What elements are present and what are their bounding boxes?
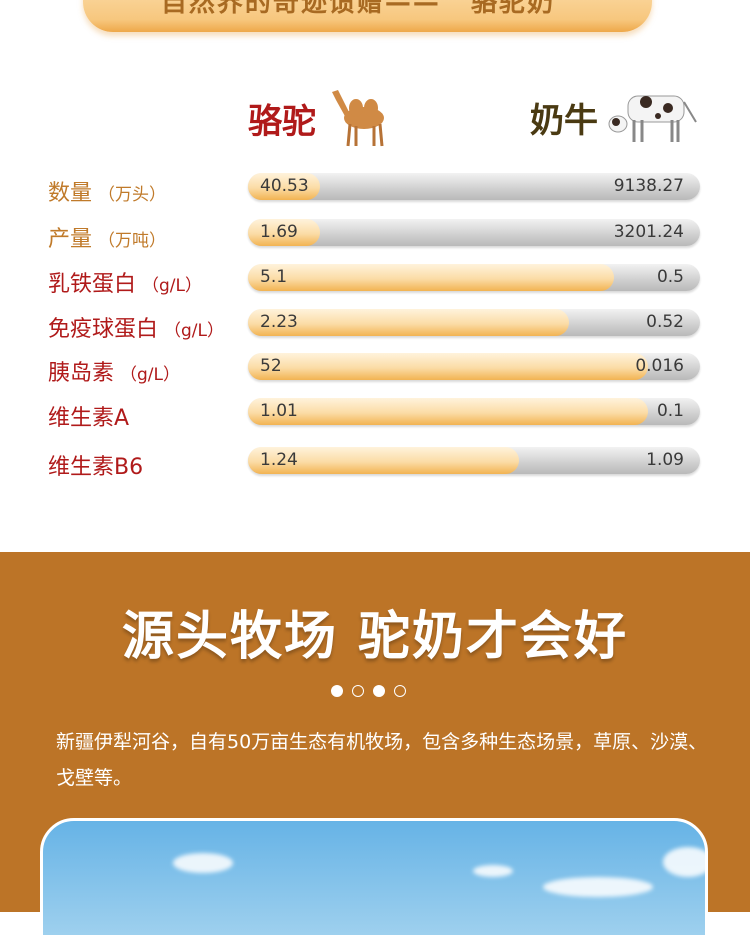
cow-label: 奶牛 bbox=[530, 100, 598, 141]
camel-value: 2.23 bbox=[260, 312, 298, 332]
comparison-row: 产量 （万吨） 1.69 3201.24 bbox=[0, 219, 750, 252]
row-unit: （g/L） bbox=[164, 321, 225, 341]
row-label-text: 维生素B6 bbox=[48, 455, 144, 480]
camel-icon bbox=[332, 90, 384, 147]
comparison-bar: 1.69 3201.24 bbox=[248, 219, 700, 246]
comparison-row: 免疫球蛋白 （g/L） 2.23 0.52 bbox=[0, 309, 750, 342]
pager-dot bbox=[331, 685, 343, 697]
comparison-bar: 5.1 0.5 bbox=[248, 264, 700, 291]
section-title: 自然界的奇迹馈赠—— “骆驼奶” bbox=[160, 0, 575, 18]
camel-header: 骆驼 bbox=[248, 88, 394, 148]
row-label-text: 产量 bbox=[48, 227, 93, 252]
camel-value: 5.1 bbox=[260, 267, 288, 287]
row-label-text: 免疫球蛋白 bbox=[48, 317, 159, 342]
row-label: 产量 （万吨） bbox=[48, 221, 166, 253]
row-label-text: 胰岛素 bbox=[48, 361, 115, 386]
row-unit: （万吨） bbox=[98, 231, 167, 251]
pager-dot bbox=[394, 685, 406, 697]
comparison-row: 维生素A 1.01 0.1 bbox=[0, 398, 750, 431]
comparison-row: 维生素B6 1.24 1.09 bbox=[0, 447, 750, 480]
camel-fill bbox=[248, 219, 321, 246]
camel-fill bbox=[248, 447, 520, 474]
cow-value: 0.5 bbox=[656, 267, 684, 287]
comparison-bar: 1.01 0.1 bbox=[248, 398, 700, 425]
pager-dot bbox=[373, 685, 385, 697]
ranch-description: 新疆伊犁河谷，自有50万亩生态有机牧场，包含多种生态场景，草原、沙漠、戈壁等。 bbox=[56, 731, 708, 789]
camel-value: 40.53 bbox=[260, 176, 309, 196]
camel-label: 骆驼 bbox=[248, 101, 316, 142]
ranch-title: 源头牧场 驼奶才会好 bbox=[121, 607, 629, 667]
row-unit: （g/L） bbox=[120, 365, 181, 385]
row-label-text: 乳铁蛋白 bbox=[48, 272, 137, 297]
row-label: 维生素A bbox=[48, 400, 135, 432]
ranch-section: 源头牧场 驼奶才会好 新疆伊犁河谷，自有50万亩生态有机牧场，包含多种生态场景，… bbox=[0, 552, 750, 938]
comparison-row: 乳铁蛋白 （g/L） 5.1 0.5 bbox=[0, 264, 750, 297]
camel-value: 1.24 bbox=[260, 450, 298, 470]
pager-dots bbox=[331, 685, 406, 697]
camel-fill bbox=[248, 264, 615, 291]
row-label: 免疫球蛋白 （g/L） bbox=[48, 311, 224, 343]
cow-icon bbox=[608, 95, 697, 142]
camel-value: 52 bbox=[260, 356, 282, 376]
row-label: 维生素B6 bbox=[48, 449, 149, 481]
comparison-bar: 1.24 1.09 bbox=[248, 447, 700, 474]
comparison-bar: 52 0.016 bbox=[248, 353, 700, 380]
comparison-bar: 40.53 9138.27 bbox=[248, 173, 700, 200]
cow-value: 0.52 bbox=[646, 312, 684, 332]
comparison-row: 胰岛素 （g/L） 52 0.016 bbox=[0, 353, 750, 386]
row-label-text: 数量 bbox=[48, 181, 93, 206]
camel-fill bbox=[248, 309, 569, 336]
row-label-text: 维生素A bbox=[48, 406, 130, 431]
pager-dot bbox=[352, 685, 364, 697]
row-label: 乳铁蛋白 （g/L） bbox=[48, 266, 202, 298]
camel-fill bbox=[248, 173, 321, 200]
comparison-bar: 2.23 0.52 bbox=[248, 309, 700, 336]
cow-value: 0.016 bbox=[635, 356, 684, 376]
cow-header: 奶牛 bbox=[530, 88, 702, 146]
row-unit: （g/L） bbox=[142, 276, 203, 296]
cow-value: 0.1 bbox=[656, 401, 684, 421]
camel-fill bbox=[248, 398, 649, 425]
camel-fill bbox=[248, 353, 649, 380]
row-label: 胰岛素 （g/L） bbox=[48, 355, 180, 387]
cow-value: 9138.27 bbox=[613, 176, 684, 196]
camel-value: 1.69 bbox=[260, 222, 298, 242]
cow-value: 1.09 bbox=[646, 450, 684, 470]
row-label: 数量 （万头） bbox=[48, 175, 166, 207]
comparison-row: 数量 （万头） 40.53 9138.27 bbox=[0, 173, 750, 206]
row-unit: （万头） bbox=[98, 185, 167, 205]
camel-value: 1.01 bbox=[260, 401, 298, 421]
cow-value: 3201.24 bbox=[613, 222, 684, 242]
ranch-photo bbox=[40, 818, 708, 938]
section-title-banner: 自然界的奇迹馈赠—— “骆驼奶” bbox=[83, 0, 652, 32]
